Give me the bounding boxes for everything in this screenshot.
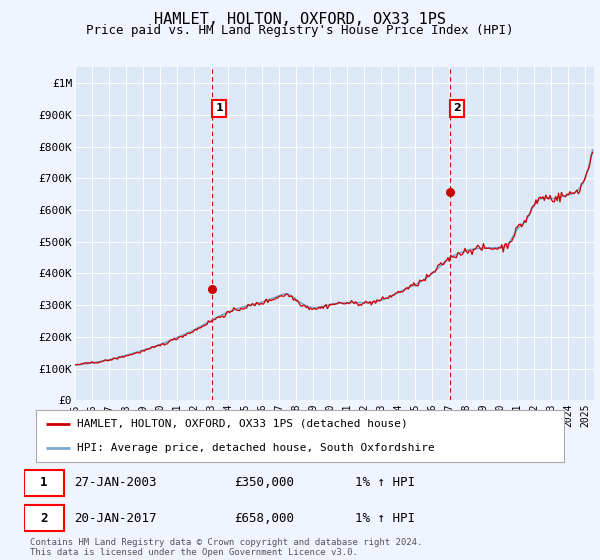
Text: 2: 2 (40, 511, 47, 525)
Text: Price paid vs. HM Land Registry's House Price Index (HPI): Price paid vs. HM Land Registry's House … (86, 24, 514, 36)
Text: £658,000: £658,000 (234, 511, 294, 525)
Text: 27-JAN-2003: 27-JAN-2003 (74, 477, 156, 489)
Text: 1: 1 (215, 104, 223, 114)
Text: HAMLET, HOLTON, OXFORD, OX33 1PS: HAMLET, HOLTON, OXFORD, OX33 1PS (154, 12, 446, 27)
Text: £350,000: £350,000 (234, 477, 294, 489)
Text: 20-JAN-2017: 20-JAN-2017 (74, 511, 156, 525)
Text: 1% ↑ HPI: 1% ↑ HPI (355, 511, 415, 525)
Text: 2: 2 (453, 104, 461, 114)
Text: Contains HM Land Registry data © Crown copyright and database right 2024.
This d: Contains HM Land Registry data © Crown c… (30, 538, 422, 557)
Text: 1% ↑ HPI: 1% ↑ HPI (355, 477, 415, 489)
FancyBboxPatch shape (24, 470, 64, 496)
FancyBboxPatch shape (24, 505, 64, 531)
Text: 1: 1 (40, 477, 47, 489)
Text: HAMLET, HOLTON, OXFORD, OX33 1PS (detached house): HAMLET, HOLTON, OXFORD, OX33 1PS (detach… (77, 419, 408, 429)
Point (445, 187, 455, 196)
Point (208, 285, 217, 294)
Text: HPI: Average price, detached house, South Oxfordshire: HPI: Average price, detached house, Sout… (77, 443, 435, 453)
